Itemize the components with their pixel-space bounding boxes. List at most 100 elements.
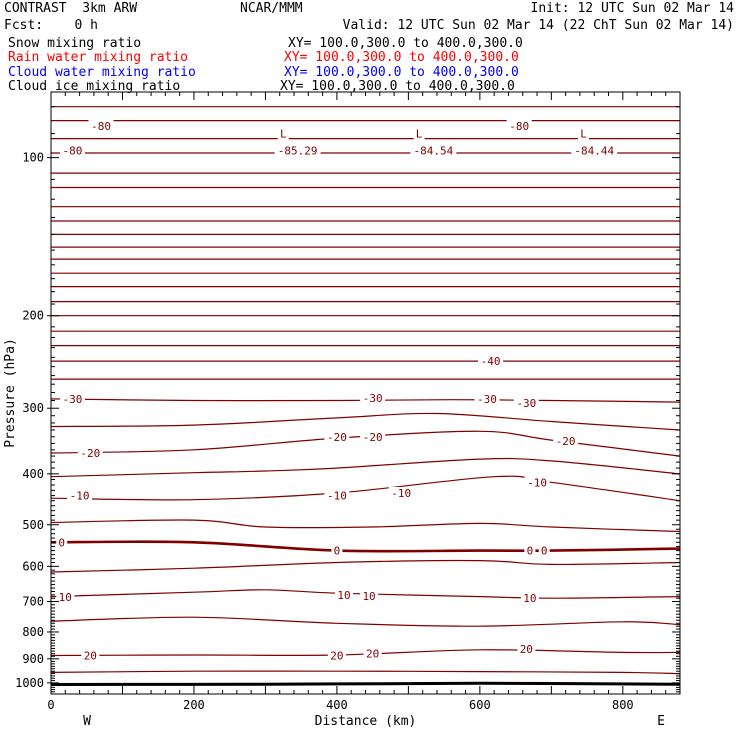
contour-label-bg — [360, 430, 386, 443]
contour-label-bg — [331, 544, 343, 557]
contour-label: L — [416, 128, 423, 141]
contour-label: -80 — [63, 145, 83, 158]
contour-label-bg — [524, 476, 550, 489]
contour-label-bg — [81, 649, 100, 662]
contour-label-bg — [538, 544, 550, 557]
contour-label: -10 — [70, 490, 90, 503]
contour-label-bg — [59, 144, 85, 157]
x-tick-label: 600 — [469, 698, 491, 712]
contour-label: 20 — [84, 650, 97, 663]
x-axis-label: Distance (km) — [315, 714, 417, 729]
y-axis-label: Pressure (hPa) — [3, 338, 18, 448]
zero-contour-line — [50, 540, 681, 553]
contour-line — [50, 457, 681, 478]
field-xy: XY= 100.0,300.0 to 400.0,300.0 — [284, 65, 519, 80]
x-tick-label: 400 — [326, 698, 348, 712]
field-xy: XY= 100.0,300.0 to 400.0,300.0 — [288, 36, 523, 51]
contour-label: 10 — [59, 591, 72, 604]
contour-label: -30 — [63, 393, 83, 406]
valid-time: Valid: 12 UTC Sun 02 Mar 14 (22 ChT Sun … — [342, 18, 734, 33]
x-tick-label: 800 — [612, 698, 634, 712]
contour-line — [50, 475, 681, 502]
contour-label-bg — [59, 392, 85, 405]
contour-label-bg — [274, 144, 321, 157]
contour-label: -80 — [91, 120, 111, 133]
contour-line — [50, 670, 681, 675]
field-name: Cloud water mixing ratio — [8, 65, 196, 80]
field-xy: XY= 100.0,300.0 to 400.0,300.0 — [284, 50, 519, 65]
contour-label-bg — [478, 355, 504, 368]
contour-labels: -80 -80 -80 L -85.29 L -84.54 L -84.44 -40 -30 -30 -… — [56, 119, 618, 663]
contour-label: -30 — [477, 393, 497, 406]
contour-line — [50, 616, 681, 627]
contour-label: L — [280, 128, 287, 141]
y-tick-label: 300 — [22, 401, 44, 415]
contour-label-bg — [571, 144, 618, 157]
contour-label: -20 — [80, 447, 100, 460]
contour-label-bg — [360, 392, 386, 405]
contour-label: -84.54 — [414, 145, 454, 158]
y-tick-label: 500 — [22, 518, 44, 532]
x-tick-label: 0 — [47, 698, 54, 712]
contour-label: -20 — [327, 431, 347, 444]
y-tick-label: 900 — [22, 652, 44, 666]
contour-label: 10 — [523, 592, 536, 605]
contour-label-bg — [277, 127, 289, 140]
contour-line — [50, 398, 681, 403]
contour-label: 0 — [541, 545, 548, 558]
contour-label: 20 — [366, 648, 379, 661]
contour-label-bg — [517, 642, 536, 655]
forecast-hour: Fcst: 0 h — [4, 18, 98, 33]
contour-label-bg — [513, 396, 539, 409]
contour-line — [50, 519, 681, 533]
init-time: Init: 12 UTC Sun 02 Mar 14 — [530, 1, 735, 16]
contour-label-bg — [474, 392, 500, 405]
y-tick-label: 100 — [22, 151, 44, 165]
terrain-line — [50, 681, 681, 686]
y-tick-label: 400 — [22, 467, 44, 481]
contour-label: -30 — [516, 397, 536, 410]
contour-label: 0 — [58, 536, 65, 549]
contour-label: -40 — [481, 355, 501, 368]
contour-label: -30 — [363, 392, 383, 405]
contour-label: -10 — [327, 490, 347, 503]
contour-label: -10 — [527, 476, 547, 489]
contour-label: -84.44 — [574, 145, 614, 158]
contour-label: 20 — [520, 643, 533, 656]
contour-label: -20 — [363, 431, 383, 444]
field-xy: XY= 100.0,300.0 to 400.0,300.0 — [280, 79, 515, 94]
chart-title: CONTRAST 3km ARW — [4, 1, 138, 16]
contour-label: L — [580, 128, 587, 141]
field-name: Cloud ice mixing ratio — [8, 79, 181, 94]
contour-label-bg — [388, 486, 414, 499]
contour-label: 10 — [337, 589, 350, 602]
center-label: NCAR/MMM — [240, 1, 303, 16]
contour-label-bg — [56, 590, 75, 603]
contour-label-bg — [506, 119, 532, 132]
contour-label: -10 — [391, 487, 411, 500]
contour-lines — [50, 106, 681, 686]
y-tick-label: 700 — [22, 595, 44, 609]
contour-line — [50, 649, 681, 657]
contour-label-bg — [88, 119, 114, 132]
contour-label-bg — [524, 544, 536, 557]
contour-label-bg — [578, 127, 590, 140]
contour-label: 10 — [362, 590, 375, 603]
contour-label-bg — [67, 489, 93, 502]
contour-label: 0 — [527, 545, 534, 558]
contour-label-bg — [327, 649, 346, 662]
contour-label: 0 — [334, 545, 341, 558]
x-tick-label: 200 — [183, 698, 205, 712]
field-name: Rain water mixing ratio — [8, 50, 189, 65]
contour-label: -80 — [509, 120, 529, 133]
contour-label: -85.29 — [278, 145, 318, 158]
y-tick-label: 1000 — [15, 676, 44, 690]
contour-label-bg — [77, 446, 103, 459]
contour-line — [50, 559, 681, 573]
contour-label: -20 — [556, 435, 576, 448]
contour-label-bg — [335, 588, 354, 601]
contour-label-bg — [410, 144, 457, 157]
contour-label-bg — [360, 589, 379, 602]
